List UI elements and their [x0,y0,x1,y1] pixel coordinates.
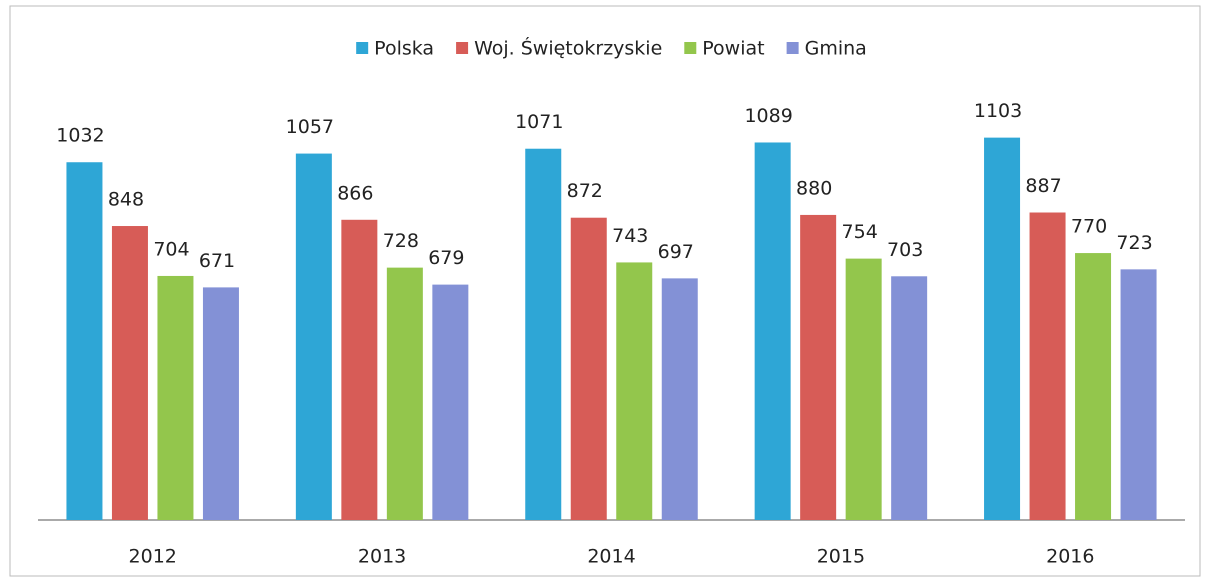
bar [661,278,698,520]
bar [432,284,469,520]
data-label: 704 [153,238,189,260]
bar [754,142,791,521]
bar [157,275,194,520]
data-label: 770 [1071,216,1107,238]
bar [1120,269,1157,520]
data-label: 866 [337,182,373,204]
data-label: 728 [383,230,419,252]
legend-label: Polska [374,38,434,60]
data-label: 872 [567,180,603,202]
data-label: 848 [108,189,144,211]
bar [111,226,148,520]
chart-frame [9,5,1201,577]
data-label: 697 [658,241,694,263]
legend-label: Woj. Świętokrzyskie [474,36,662,60]
data-label: 743 [612,225,648,247]
data-label: 671 [199,250,235,272]
legend-label: Gmina [805,38,867,60]
x-tick-label: 2016 [1046,546,1094,568]
bar [341,219,378,520]
legend-label: Powiat [702,38,764,60]
bar [800,214,837,520]
data-label: 679 [428,247,464,269]
x-tick-label: 2013 [358,546,406,568]
legend-swatch [456,42,469,54]
data-label: 703 [887,239,923,261]
bar [570,217,607,520]
x-tick-label: 2012 [129,546,177,568]
data-label: 723 [1116,232,1152,254]
bar [616,262,653,520]
bar [386,267,423,520]
bar [1075,253,1112,521]
data-label: 887 [1025,175,1061,197]
data-label: 754 [842,221,878,243]
bar [1029,212,1066,521]
x-tick-label: 2015 [817,546,865,568]
data-label: 1089 [744,105,792,127]
legend-swatch [684,42,697,54]
data-label: 1103 [974,100,1022,122]
x-tick-label: 2014 [587,546,635,568]
data-label: 1057 [286,116,334,138]
bar [845,258,882,520]
data-label: 1071 [515,111,563,133]
bar [525,148,562,520]
bar [984,137,1021,521]
data-label: 1032 [56,125,104,147]
bar [66,162,103,521]
legend-swatch [786,42,799,54]
bar [891,276,928,520]
legend-swatch [356,42,369,54]
bar [202,287,239,520]
data-label: 880 [796,177,832,199]
bar [295,153,332,520]
